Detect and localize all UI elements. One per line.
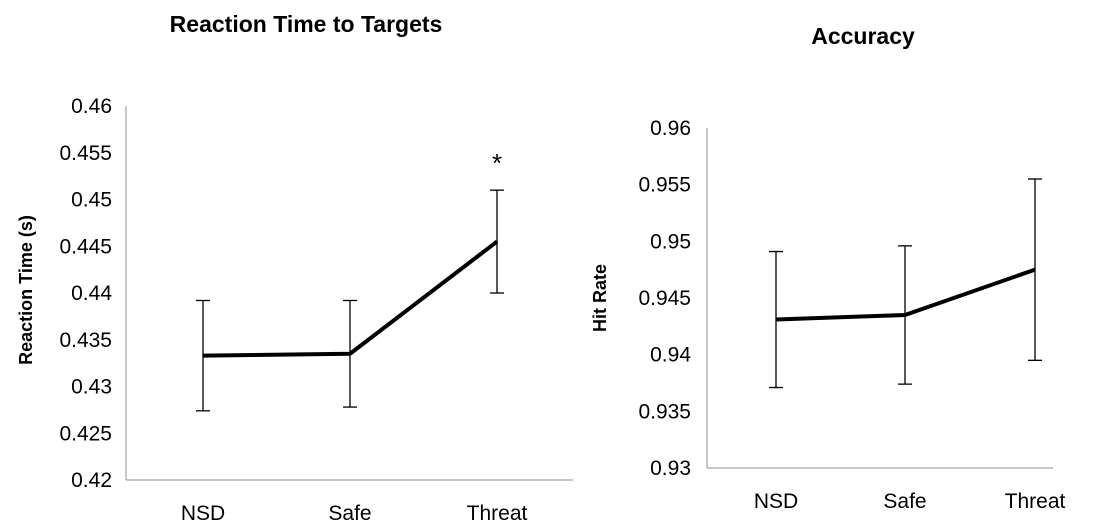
error-bar (196, 299, 210, 412)
y-tick-label: 0.425 (59, 422, 112, 445)
x-tick-label: NSD (181, 502, 225, 525)
y-axis-label: Hit Rate (590, 264, 610, 332)
y-tick-label: 0.94 (650, 344, 691, 367)
accuracy-chart: Accuracy Hit Rate 0.93 0.935 0.94 0.945 0.95… (590, 23, 1066, 513)
series-line (775, 267, 1036, 322)
chart-title: Reaction Time to Targets (170, 11, 443, 37)
y-tick-label: 0.95 (650, 230, 691, 253)
y-tick-label: 0.96 (650, 117, 691, 140)
x-tick-label: Safe (328, 502, 371, 525)
chart-title: Accuracy (811, 23, 915, 49)
y-tick-label: 0.955 (638, 174, 691, 197)
x-tick-label: Safe (883, 490, 926, 513)
significance-annotation: * (492, 148, 502, 178)
y-tick-label: 0.945 (638, 287, 691, 310)
y-tick-label: 0.45 (71, 189, 112, 212)
y-tick-label: 0.435 (59, 329, 112, 352)
y-tick-label: 0.44 (71, 282, 112, 305)
y-tick-label: 0.445 (59, 235, 112, 258)
y-tick-label: 0.93 (650, 457, 691, 480)
x-tick-label: Threat (467, 502, 528, 525)
y-tick-label: 0.935 (638, 400, 691, 423)
y-tick-label: 0.42 (71, 469, 112, 492)
y-tick-label: 0.455 (59, 142, 112, 165)
y-tick-label: 0.43 (71, 376, 112, 399)
series-line (202, 239, 499, 358)
reaction-time-chart: Reaction Time to Targets Reaction Time (… (16, 11, 573, 525)
y-axis-label: Reaction Time (s) (16, 215, 36, 365)
y-tick-label: 0.46 (71, 95, 112, 118)
x-tick-label: Threat (1005, 490, 1066, 513)
x-tick-label: NSD (754, 490, 798, 513)
